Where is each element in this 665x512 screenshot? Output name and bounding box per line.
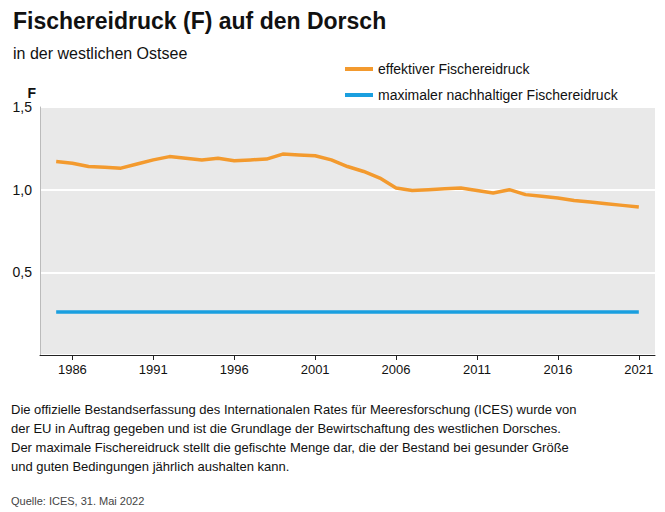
svg-text:der EU in Auftrag gegeben und: der EU in Auftrag gegeben und ist die Gr…	[11, 421, 561, 436]
svg-text:2011: 2011	[463, 362, 491, 377]
svg-text:1996: 1996	[220, 362, 249, 377]
svg-text:1986: 1986	[58, 362, 87, 377]
svg-text:effektiver Fischereidruck: effektiver Fischereidruck	[378, 61, 530, 77]
svg-text:0,5: 0,5	[13, 264, 33, 280]
svg-text:2006: 2006	[382, 362, 411, 377]
svg-text:und guten Bedingungen jährlich: und guten Bedingungen jährlich aushalten…	[11, 459, 289, 474]
svg-text:2016: 2016	[543, 362, 572, 377]
svg-text:F: F	[27, 85, 36, 102]
svg-text:2021: 2021	[624, 362, 653, 377]
svg-text:Quelle: ICES, 31. Mai 2022: Quelle: ICES, 31. Mai 2022	[11, 495, 144, 507]
svg-text:Die offizielle Bestandserfassu: Die offizielle Bestandserfassung des Int…	[11, 402, 577, 417]
svg-text:Fischereidruck (F) auf den Dor: Fischereidruck (F) auf den Dorsch	[13, 8, 386, 34]
svg-text:1991: 1991	[139, 362, 168, 377]
svg-text:1,0: 1,0	[13, 182, 33, 198]
svg-text:1,5: 1,5	[13, 99, 33, 115]
svg-text:maximaler nachhaltiger Fischer: maximaler nachhaltiger Fischereidruck	[378, 87, 619, 103]
svg-text:in der westlichen Ostsee: in der westlichen Ostsee	[13, 45, 187, 62]
svg-text:Der maximale Fischereidruck st: Der maximale Fischereidruck stellt die g…	[11, 440, 569, 455]
svg-text:2001: 2001	[301, 362, 330, 377]
